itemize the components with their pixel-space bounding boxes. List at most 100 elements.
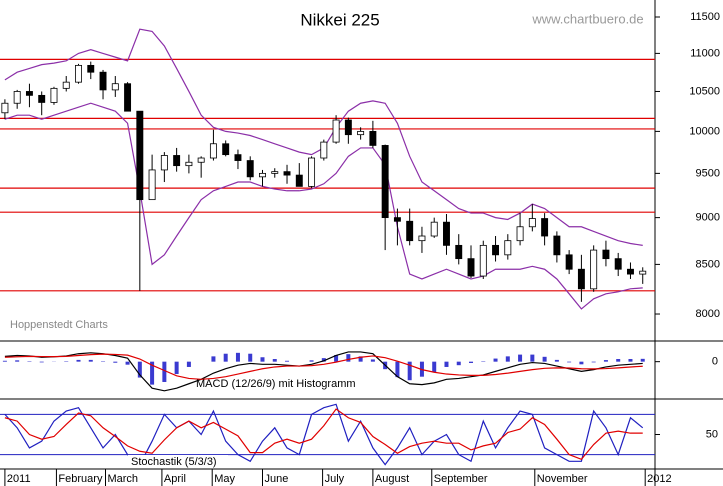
histogram-bar	[248, 353, 253, 362]
candle-body	[332, 119, 340, 143]
candle-body	[639, 270, 647, 275]
candle-body	[111, 83, 119, 91]
candle-body	[602, 249, 610, 260]
histogram-bar	[554, 359, 559, 362]
candle-body	[50, 87, 58, 103]
histogram-bar	[76, 359, 81, 362]
x-tick-label: 2012	[647, 473, 671, 485]
histogram-bar	[358, 356, 363, 362]
candle-body	[455, 244, 463, 260]
candle-body	[479, 244, 487, 277]
candle-body	[443, 221, 450, 246]
candle-body	[627, 268, 634, 275]
histogram-bar	[346, 354, 351, 362]
histogram-bar	[603, 360, 608, 362]
candle-body	[614, 258, 622, 270]
candle-body	[13, 91, 21, 104]
candle-body	[528, 218, 536, 228]
histogram-bar	[223, 353, 228, 362]
histogram-bar	[444, 361, 449, 367]
histogram-bar	[211, 356, 216, 362]
x-tick-label: September	[434, 473, 488, 485]
candle-body	[344, 119, 352, 136]
histogram-bar	[285, 360, 290, 362]
y-tick-label: 9500	[696, 167, 720, 179]
histogram-bar	[640, 358, 645, 362]
histogram-bar	[125, 361, 130, 365]
histogram-bar	[39, 361, 44, 363]
y-tick-label: 10000	[689, 125, 720, 137]
candle-body	[369, 130, 377, 146]
histogram-bar	[15, 360, 20, 362]
candle-body	[308, 157, 316, 187]
histogram-bar	[567, 361, 572, 363]
histogram-bar	[432, 361, 437, 373]
label-bg	[128, 455, 228, 468]
histogram-bar	[395, 361, 400, 378]
y-tick-label: 0	[712, 356, 718, 368]
candle-body	[295, 174, 303, 187]
candle-body	[38, 94, 46, 103]
histogram-bar	[591, 361, 596, 363]
candle-body	[185, 161, 193, 167]
histogram-bar	[137, 361, 142, 378]
candle-body	[209, 143, 217, 159]
histogram-bar	[309, 360, 314, 362]
histogram-bar	[186, 361, 191, 367]
histogram-bar	[370, 359, 375, 362]
candle-body	[418, 235, 426, 242]
candle-body	[504, 240, 512, 256]
candle-body	[516, 226, 524, 242]
candle-body	[492, 244, 500, 256]
histogram-bar	[579, 361, 584, 365]
histogram-bar	[162, 361, 167, 382]
candle-body	[25, 91, 33, 96]
y-tick-label: 11500	[690, 11, 720, 23]
candle-body	[75, 64, 82, 83]
candle-body	[430, 221, 438, 237]
histogram-bar	[334, 355, 339, 362]
candle-body	[1, 102, 9, 114]
candle-body	[357, 130, 365, 136]
histogram-bar	[616, 359, 621, 362]
candle-body	[467, 258, 475, 277]
candle-body	[148, 169, 156, 201]
y-tick-label: 11000	[690, 47, 720, 59]
candle-body	[62, 81, 70, 89]
candle-body	[541, 218, 549, 237]
candle-body	[259, 172, 266, 178]
candle-body	[271, 171, 279, 174]
histogram-bar	[469, 361, 474, 363]
y-tick-label: 10500	[689, 85, 720, 97]
y-tick-label: 9000	[696, 212, 720, 224]
histogram-bar	[456, 361, 461, 366]
histogram-bar	[150, 361, 155, 385]
candle-body	[565, 254, 573, 270]
candle-body	[320, 141, 328, 159]
indicator-line	[4, 408, 643, 461]
credit: Hoppenstedt Charts	[10, 319, 108, 331]
indicator-line	[4, 353, 643, 380]
panel-label: Stochastik (5/3/3)	[131, 456, 217, 468]
x-tick-label: April	[164, 473, 186, 485]
histogram-bar	[493, 358, 498, 362]
histogram-bar	[530, 354, 535, 362]
candle-body	[197, 157, 205, 163]
histogram-bar	[113, 361, 118, 363]
candle-body	[87, 64, 95, 73]
candle-body	[99, 71, 107, 91]
x-tick-label: February	[58, 473, 103, 485]
x-tick-label: June	[264, 473, 288, 485]
y-tick-label: 8500	[696, 258, 720, 270]
candle-body	[553, 235, 561, 256]
histogram-bar	[505, 356, 510, 362]
candle-body	[283, 171, 291, 176]
histogram-bar	[321, 358, 326, 362]
x-tick-label: November	[537, 473, 588, 485]
x-tick-label: August	[375, 473, 409, 485]
candle-body	[381, 145, 389, 219]
histogram-bar	[542, 356, 547, 362]
candle-body	[577, 268, 585, 290]
